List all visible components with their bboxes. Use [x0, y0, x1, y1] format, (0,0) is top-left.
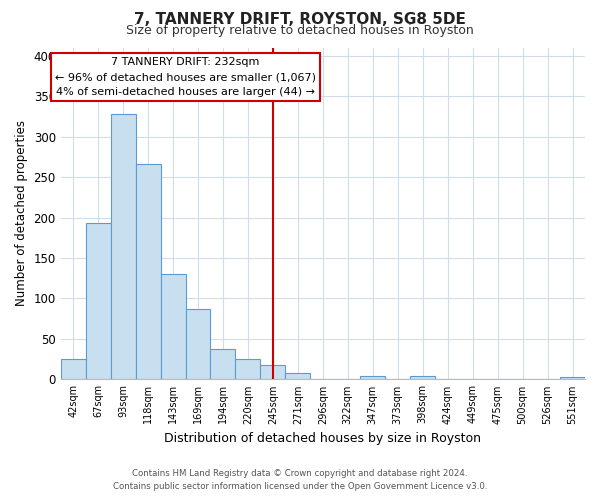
Text: 7, TANNERY DRIFT, ROYSTON, SG8 5DE: 7, TANNERY DRIFT, ROYSTON, SG8 5DE — [134, 12, 466, 26]
Bar — [560, 377, 585, 380]
Bar — [86, 223, 110, 380]
Bar — [211, 348, 235, 380]
Bar — [260, 365, 286, 380]
X-axis label: Distribution of detached houses by size in Royston: Distribution of detached houses by size … — [164, 432, 481, 445]
Bar — [185, 309, 211, 380]
Bar — [360, 376, 385, 380]
Bar — [110, 114, 136, 380]
Text: 7 TANNERY DRIFT: 232sqm
← 96% of detached houses are smaller (1,067)
4% of semi-: 7 TANNERY DRIFT: 232sqm ← 96% of detache… — [55, 57, 316, 97]
Y-axis label: Number of detached properties: Number of detached properties — [15, 120, 28, 306]
Bar — [410, 376, 435, 380]
Bar — [235, 359, 260, 380]
Bar — [286, 373, 310, 380]
Text: Size of property relative to detached houses in Royston: Size of property relative to detached ho… — [126, 24, 474, 37]
Bar — [61, 359, 86, 380]
Bar — [136, 164, 161, 380]
Bar — [161, 274, 185, 380]
Text: Contains HM Land Registry data © Crown copyright and database right 2024.
Contai: Contains HM Land Registry data © Crown c… — [113, 470, 487, 491]
